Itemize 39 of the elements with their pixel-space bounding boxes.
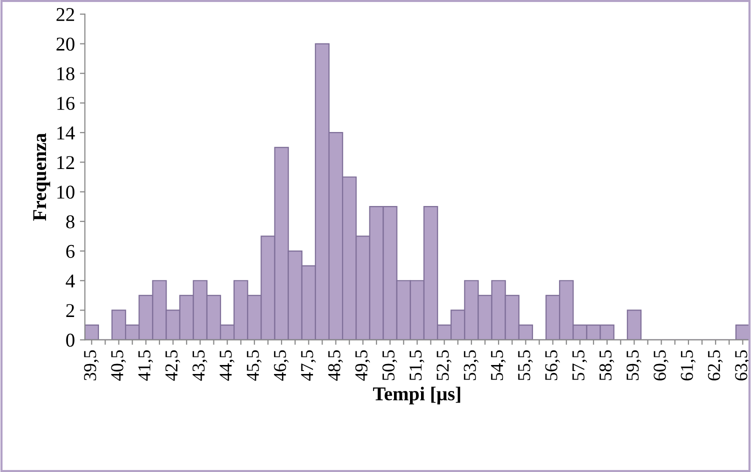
y-tick-label: 0 (66, 334, 74, 347)
x-tick-label: 56,5 (545, 350, 560, 380)
x-tick-label: 63,5 (735, 350, 750, 380)
x-tick-label: 46,5 (274, 350, 289, 381)
y-tick-label: 8 (66, 215, 74, 228)
y-tick-label: 10 (57, 186, 74, 199)
x-tick-label: 54,5 (491, 350, 506, 380)
x-tick-label: 44,5 (220, 350, 234, 381)
x-tick-label: 47,5 (301, 350, 316, 381)
x-tick-label: 57,5 (572, 350, 588, 380)
x-axis-title: Tempi [µs] (373, 386, 460, 404)
x-tick-label: 60,5 (654, 350, 668, 380)
x-tick-label: 61,5 (680, 350, 696, 380)
x-tick-label: 62,5 (708, 350, 723, 380)
x-tick-label: 40,5 (111, 350, 126, 381)
x-tick-label: 53,5 (464, 350, 479, 380)
x-tick-label: 55,5 (518, 350, 533, 380)
y-axis-title: Frequenza (33, 133, 50, 221)
y-tick-label: 22 (56, 8, 74, 21)
x-tick-label: 50,5 (382, 350, 398, 380)
x-tick-label: 41,5 (138, 350, 154, 381)
y-tick-label: 4 (66, 274, 75, 288)
x-tick-label: 42,5 (165, 350, 180, 381)
x-tick-label: 59,5 (626, 350, 642, 380)
x-tick-label: 58,5 (599, 350, 614, 380)
y-tick-label: 20 (56, 38, 74, 51)
x-tick-label: 52,5 (436, 350, 452, 380)
x-tick-label: 49,5 (355, 350, 370, 381)
x-tick-label: 51,5 (410, 350, 424, 380)
x-tick-label: 43,5 (192, 350, 208, 381)
x-tick-label: 39,5 (84, 350, 99, 380)
y-tick-label: 12 (57, 156, 74, 169)
x-tick-label: 48,5 (328, 350, 343, 381)
y-tick-label: 14 (57, 126, 75, 140)
y-tick-label: 6 (66, 244, 75, 258)
y-tick-label: 18 (57, 67, 74, 80)
y-tick-label: 2 (66, 304, 74, 317)
x-tick-label: 45,5 (246, 350, 262, 381)
y-tick-label: 16 (57, 96, 75, 110)
